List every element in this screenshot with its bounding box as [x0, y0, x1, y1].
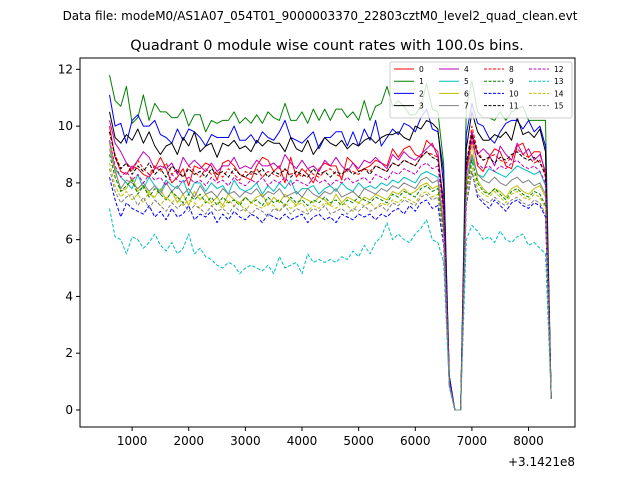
series-line-4 — [109, 120, 552, 411]
legend-label-15: 15 — [554, 102, 564, 111]
plot-frame — [79, 57, 576, 428]
legend-label-7: 7 — [464, 102, 469, 111]
legend-label-0: 0 — [419, 65, 424, 74]
y-tick-label: 4 — [65, 289, 73, 303]
series-line-11 — [109, 131, 552, 411]
y-tick-label: 12 — [58, 62, 73, 76]
y-tick-label: 8 — [65, 176, 73, 190]
legend-label-4: 4 — [464, 65, 469, 74]
y-tick-label: 6 — [65, 233, 73, 247]
plot-lines — [109, 74, 552, 411]
x-tick-label: 8000 — [513, 434, 544, 448]
legend-label-13: 13 — [554, 77, 564, 86]
x-tick-label: 5000 — [343, 434, 374, 448]
y-tick-label: 2 — [65, 346, 73, 360]
series-line-15 — [109, 168, 552, 411]
legend-label-1: 1 — [419, 77, 424, 86]
y-tick-label: 0 — [65, 403, 73, 417]
legend-box — [389, 61, 573, 119]
legend-label-3: 3 — [419, 102, 424, 111]
x-tick-label: 2000 — [173, 434, 204, 448]
legend-label-8: 8 — [509, 65, 514, 74]
x-tick-label: 3000 — [230, 434, 261, 448]
legend-label-14: 14 — [554, 89, 564, 98]
legend-label-11: 11 — [509, 102, 519, 111]
chart-title: Quadrant 0 module wise count rates with … — [130, 38, 524, 54]
series-line-8 — [109, 125, 552, 411]
legend-label-6: 6 — [464, 89, 469, 98]
y-tick-label: 10 — [58, 119, 73, 133]
x-tick-label: 7000 — [457, 434, 488, 448]
series-line-13 — [109, 208, 552, 411]
series-line-12 — [109, 139, 552, 411]
series-line-14 — [109, 162, 552, 411]
chart-suptitle: Data file: modeM0/AS1A07_054T01_90000033… — [63, 9, 578, 23]
legend-label-5: 5 — [464, 77, 469, 86]
x-offset-label: +3.1421e8 — [508, 455, 575, 469]
legend-label-9: 9 — [509, 77, 514, 86]
series-line-9 — [109, 154, 552, 411]
legend-label-2: 2 — [419, 89, 424, 98]
series-line-6 — [109, 142, 552, 411]
legend-label-10: 10 — [509, 89, 519, 98]
legend-label-12: 12 — [554, 65, 564, 74]
series-line-2 — [109, 94, 552, 411]
x-tick-label: 6000 — [400, 434, 431, 448]
series-line-10 — [109, 171, 552, 411]
series-line-1 — [109, 74, 552, 411]
x-tick-label: 4000 — [287, 434, 318, 448]
x-tick-label: 1000 — [117, 434, 148, 448]
axis-ticks: 1000 2000 3000 4000 5000 6000 7000 800002468101… — [58, 62, 544, 448]
series-line-3 — [109, 111, 552, 411]
series-line-7 — [109, 148, 552, 411]
